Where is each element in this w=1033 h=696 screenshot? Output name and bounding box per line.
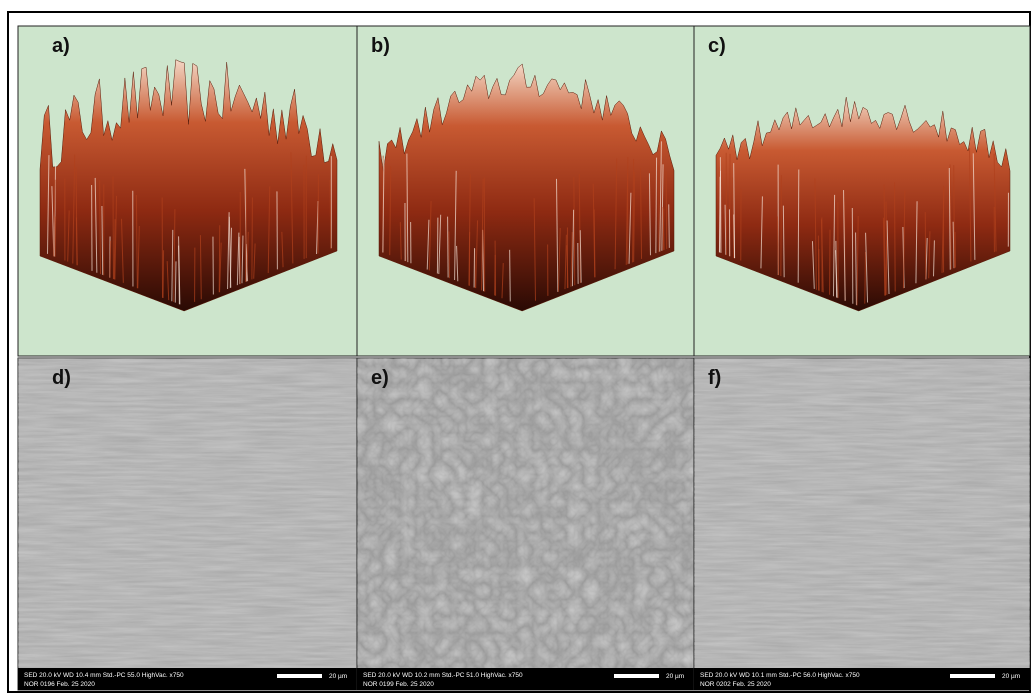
info-line: NOR 0196 Feb. 25 2020 (24, 681, 95, 688)
ridge (449, 231, 450, 278)
ridge (239, 237, 240, 284)
panel-label: f) (708, 367, 721, 389)
panel-label: a) (52, 35, 70, 57)
panel-label: d) (52, 367, 71, 389)
ridge (781, 175, 782, 276)
afm-panel: c) (694, 26, 1030, 356)
ridge (725, 205, 726, 255)
scale-bar (277, 674, 322, 678)
sem-texture (357, 358, 694, 668)
ridge (798, 169, 799, 282)
ridge (852, 208, 853, 304)
info-line: SED 20.0 kV WD 10.2 mm Std.-PC 51.0 High… (363, 672, 523, 679)
info-line: NOR 0199 Feb. 25 2020 (363, 681, 434, 688)
info-line: SED 20.0 kV WD 10.1 mm Std.-PC 56.0 High… (700, 672, 860, 679)
ridge (666, 171, 667, 249)
sem-panel: SED 20.0 kV WD 10.1 mm Std.-PC 56.0 High… (694, 358, 1030, 690)
scale-label: 20 µm (666, 673, 684, 680)
ridge (448, 217, 449, 278)
panel-label: c) (708, 35, 726, 57)
ridge (895, 182, 896, 291)
ridge (163, 250, 164, 298)
ridge (175, 261, 176, 302)
ridge (954, 165, 955, 268)
ridge (656, 158, 657, 254)
afm-panel: a) (18, 26, 357, 356)
panel-label: e) (371, 367, 389, 389)
ridge (925, 212, 926, 279)
ridge (669, 204, 670, 247)
ridge (510, 250, 511, 302)
sem-texture (18, 358, 357, 668)
ridge (720, 157, 721, 253)
panel-label: b) (371, 35, 390, 57)
afm-panel: b) (357, 26, 694, 356)
sem-panel: SED 20.0 kV WD 10.4 mm Std.-PC 55.0 High… (18, 358, 357, 690)
ridge (330, 180, 331, 248)
ridge (495, 255, 496, 296)
figure: a) b) c) SED 20.0 kV WD 10.4 mm Std.-PC 55.… (0, 0, 1033, 696)
scale-label: 20 µm (329, 673, 347, 680)
scale-bar (950, 674, 995, 678)
scale-bar (614, 674, 659, 678)
scale-label: 20 µm (1002, 673, 1020, 680)
sem-texture (694, 358, 1030, 668)
info-line: SED 20.0 kV WD 10.4 mm Std.-PC 55.0 High… (24, 672, 184, 679)
info-line: NOR 0202 Feb. 25 2020 (700, 681, 771, 688)
ridge (55, 217, 56, 257)
sem-panel: SED 20.0 kV WD 10.2 mm Std.-PC 51.0 High… (357, 358, 694, 690)
